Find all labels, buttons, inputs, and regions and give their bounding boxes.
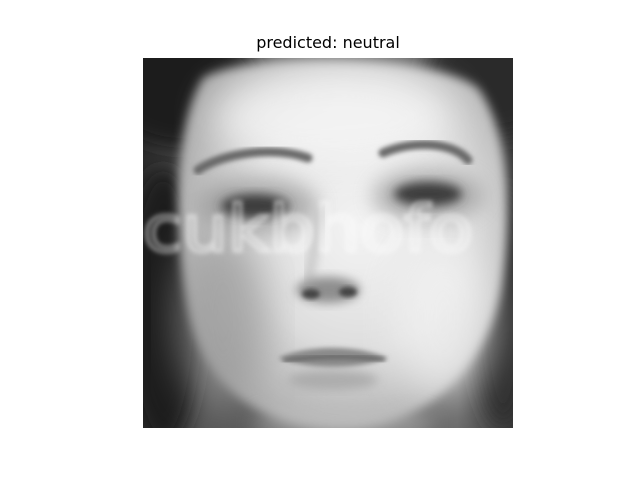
face-image: cukbhofo (143, 58, 513, 428)
watermark-text: cukbhofo (143, 193, 473, 267)
face-image-svg: cukbhofo (143, 58, 513, 428)
left-eye (221, 194, 289, 218)
right-eye (394, 182, 462, 206)
left-eyebrow (193, 147, 313, 175)
plot-title: predicted: neutral (256, 33, 400, 52)
right-eyebrow (378, 140, 473, 165)
